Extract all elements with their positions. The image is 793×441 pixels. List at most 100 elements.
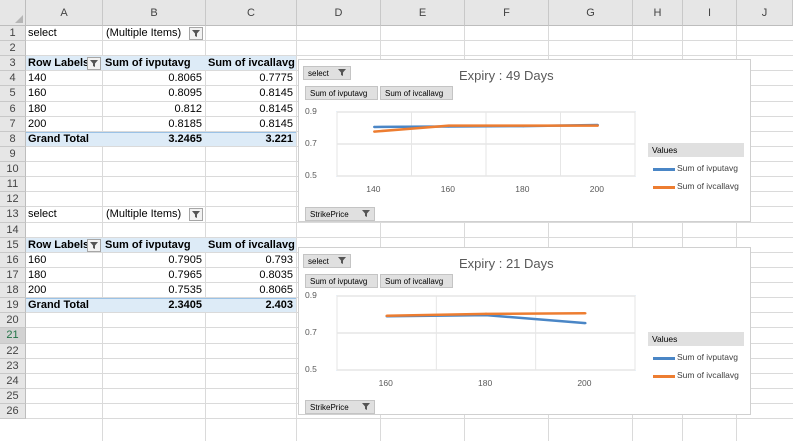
chart1-value-field-button[interactable]: Sum of ivcallavg (380, 86, 453, 100)
column-header-e[interactable]: E (381, 0, 465, 26)
chart1-data-point[interactable] (373, 125, 376, 129)
pivot1-total-put[interactable]: 3.2465 (168, 132, 202, 145)
chart1-data-point[interactable] (522, 124, 525, 127)
row-header-17[interactable]: 17 (0, 267, 26, 284)
select-all-corner[interactable] (0, 0, 26, 26)
pivot2-header-row-labels[interactable]: Row Labels (28, 238, 90, 251)
row-header-26[interactable]: 26 (0, 404, 26, 420)
pivot2-row-label[interactable]: 160 (28, 253, 47, 266)
row-header-16[interactable]: 16 (0, 252, 26, 268)
pivot1-filter-label[interactable]: select (28, 27, 57, 39)
chart2-value-field-button[interactable]: Sum of ivputavg (305, 274, 378, 288)
pivot2-row-label[interactable]: 200 (28, 284, 47, 297)
pivot1-header-row-labels[interactable]: Row Labels (28, 57, 90, 70)
column-header-d[interactable]: D (297, 0, 381, 26)
row-header-22[interactable]: 22 (0, 343, 26, 359)
row-header-1[interactable]: 1 (0, 26, 26, 42)
pivot2-row-labels-filter-button[interactable] (87, 238, 101, 252)
pivot1-cell-call[interactable]: 0.8145 (259, 117, 293, 130)
pivot1-filter-button[interactable] (189, 27, 203, 40)
pivot2-filter-label[interactable]: select (28, 208, 57, 221)
row-header-5[interactable]: 5 (0, 86, 26, 102)
column-header-f[interactable]: F (465, 0, 549, 26)
pivot1-header-call[interactable]: Sum of ivcallavg (208, 57, 295, 70)
pivot1-total-label[interactable]: Grand Total (28, 132, 89, 145)
chart1-legend-item[interactable]: Sum of ivputavg (677, 163, 738, 173)
chart1-legend-item[interactable]: Sum of ivcallavg (677, 181, 739, 191)
chart2-data-point[interactable] (385, 314, 388, 317)
pivot1-row-label[interactable]: 140 (28, 72, 47, 85)
pivot2-cell-put[interactable]: 0.7965 (168, 268, 202, 281)
chart2[interactable]: select Sum of ivputavg Sum of ivcallavg Exp… (298, 247, 751, 415)
pivot1-cell-put[interactable]: 0.8095 (168, 87, 202, 100)
row-header-11[interactable]: 11 (0, 177, 26, 193)
pivot1-row-labels-filter-button[interactable] (87, 57, 101, 71)
pivot1-cell-call[interactable]: 0.7775 (259, 72, 293, 85)
pivot2-header-call[interactable]: Sum of ivcallavg (208, 238, 295, 251)
row-header-23[interactable]: 23 (0, 358, 26, 374)
pivot1-header-put[interactable]: Sum of ivputavg (105, 57, 191, 70)
chart2-legend-title[interactable]: Values (648, 332, 744, 346)
column-header-g[interactable]: G (549, 0, 633, 26)
column-header-h[interactable]: H (633, 0, 683, 26)
row-header-12[interactable]: 12 (0, 192, 26, 208)
pivot2-total-call[interactable]: 2.403 (265, 299, 293, 312)
row-header-21[interactable]: 21 (0, 328, 26, 344)
chart2-legend-item[interactable]: Sum of ivcallavg (677, 370, 739, 380)
chart1-data-point[interactable] (373, 130, 376, 133)
row-header-4[interactable]: 4 (0, 71, 26, 87)
row-header-18[interactable]: 18 (0, 283, 26, 299)
pivot1-filter-value[interactable]: (Multiple Items) (106, 27, 182, 39)
row-header-10[interactable]: 10 (0, 162, 26, 178)
row-header-3[interactable]: 3 (0, 56, 26, 72)
pivot1-row-label[interactable]: 160 (28, 87, 47, 100)
row-header-13[interactable]: 13 (0, 207, 26, 223)
pivot1-cell-put[interactable]: 0.812 (174, 102, 202, 115)
pivot2-cell-call[interactable]: 0.8035 (259, 268, 293, 281)
chart1-axis-field-button[interactable]: StrikePrice (305, 207, 375, 221)
column-header-j[interactable]: J (737, 0, 793, 26)
row-header-14[interactable]: 14 (0, 222, 26, 238)
pivot1-row-label[interactable]: 180 (28, 102, 47, 115)
chart1-data-point[interactable] (596, 124, 599, 127)
chart2-select-field-button[interactable]: select (303, 254, 351, 268)
chart2-data-point[interactable] (584, 312, 587, 315)
pivot2-cell-call[interactable]: 0.793 (265, 253, 293, 266)
row-header-20[interactable]: 20 (0, 313, 26, 329)
column-header-a[interactable]: A (26, 0, 103, 26)
row-header-24[interactable]: 24 (0, 373, 26, 389)
pivot2-filter-button[interactable] (189, 208, 203, 222)
row-header-9[interactable]: 9 (0, 146, 26, 163)
chart2-legend-item[interactable]: Sum of ivputavg (677, 352, 738, 362)
pivot2-cell-put[interactable]: 0.7535 (168, 284, 202, 297)
chart1[interactable]: select Sum of ivputavg Sum of ivcallavg Exp… (298, 59, 751, 222)
pivot2-total-label[interactable]: Grand Total (28, 299, 89, 312)
chart2-data-point[interactable] (484, 312, 488, 316)
pivot2-cell-call[interactable]: 0.8065 (259, 284, 293, 297)
pivot2-header-put[interactable]: Sum of ivputavg (105, 238, 191, 251)
chart1-series-line-ivcallavg[interactable] (374, 124, 598, 133)
row-header-25[interactable]: 25 (0, 388, 26, 404)
chart2-data-point[interactable] (584, 321, 587, 325)
chart1-legend-title[interactable]: Values (648, 143, 744, 157)
pivot2-row-label[interactable]: 180 (28, 268, 47, 281)
pivot1-total-call[interactable]: 3.221 (265, 132, 293, 145)
row-header-15[interactable]: 15 (0, 237, 26, 253)
pivot2-cell-put[interactable]: 0.7905 (168, 253, 202, 266)
column-header-i[interactable]: I (683, 0, 737, 26)
row-header-7[interactable]: 7 (0, 116, 26, 132)
chart1-value-field-button[interactable]: Sum of ivputavg (305, 86, 378, 100)
pivot1-row-label[interactable]: 200 (28, 117, 47, 130)
pivot1-cell-call[interactable]: 0.8145 (259, 102, 293, 115)
row-header-19[interactable]: 19 (0, 298, 26, 314)
pivot1-cell-put[interactable]: 0.8065 (168, 72, 202, 85)
chart1-data-point[interactable] (447, 124, 450, 127)
pivot2-filter-value[interactable]: (Multiple Items) (106, 208, 182, 221)
pivot1-cell-call[interactable]: 0.8145 (259, 87, 293, 100)
row-header-2[interactable]: 2 (0, 41, 26, 57)
chart2-axis-field-button[interactable]: StrikePrice (305, 400, 375, 414)
column-header-c[interactable]: C (206, 0, 297, 26)
row-header-6[interactable]: 6 (0, 101, 26, 117)
chart2-value-field-button[interactable]: Sum of ivcallavg (380, 274, 453, 288)
